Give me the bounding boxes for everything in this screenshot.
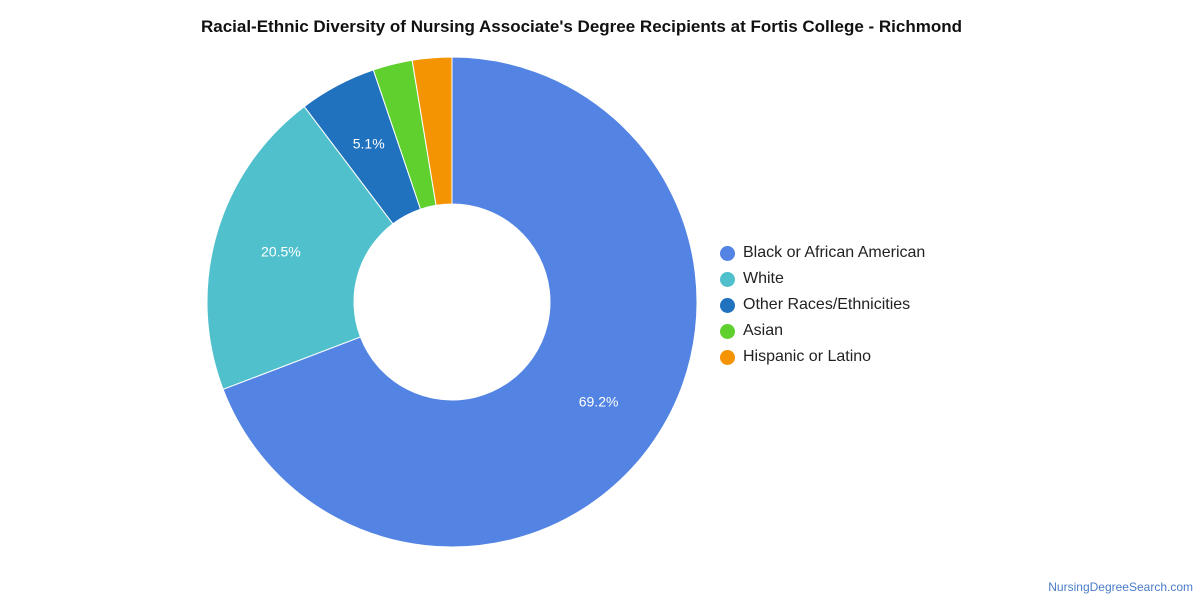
legend-label: Asian bbox=[743, 322, 784, 339]
chart-title: Racial-Ethnic Diversity of Nursing Assoc… bbox=[200, 17, 963, 36]
slices-group bbox=[206, 56, 698, 548]
legend-label: Black or African American bbox=[743, 244, 926, 261]
data-labels-group: 69.2% 20.5% 5.1% bbox=[261, 135, 618, 409]
data-label-white: 20.5% bbox=[261, 244, 301, 260]
legend-item[interactable]: Other Races/Ethnicities bbox=[720, 292, 925, 318]
legend-item[interactable]: Black or African American bbox=[720, 240, 925, 266]
slice-white[interactable] bbox=[206, 105, 394, 390]
legend-swatch bbox=[720, 245, 735, 261]
legend-swatch bbox=[720, 349, 735, 365]
legend-swatch bbox=[720, 297, 735, 313]
slice-hispanic-or-latino[interactable] bbox=[411, 56, 453, 206]
legend: Black or African American White Other Race… bbox=[720, 240, 925, 370]
data-label-black-or-african-american: 69.2% bbox=[579, 394, 619, 410]
legend-label: Hispanic or Latino bbox=[743, 348, 872, 365]
legend-label: White bbox=[743, 270, 784, 287]
legend-item[interactable]: Asian bbox=[720, 318, 925, 344]
slice-black-or-african-american[interactable] bbox=[222, 56, 698, 548]
data-label-other-races-ethnicities: 5.1% bbox=[353, 135, 385, 151]
legend-swatch bbox=[720, 323, 735, 339]
source-label[interactable]: NursingDegreeSearch.com bbox=[1048, 580, 1193, 594]
legend-item[interactable]: Hispanic or Latino bbox=[720, 344, 925, 370]
legend-label: Other Races/Ethnicities bbox=[743, 296, 911, 313]
legend-swatch bbox=[720, 271, 735, 287]
legend-item[interactable]: White bbox=[720, 266, 925, 292]
